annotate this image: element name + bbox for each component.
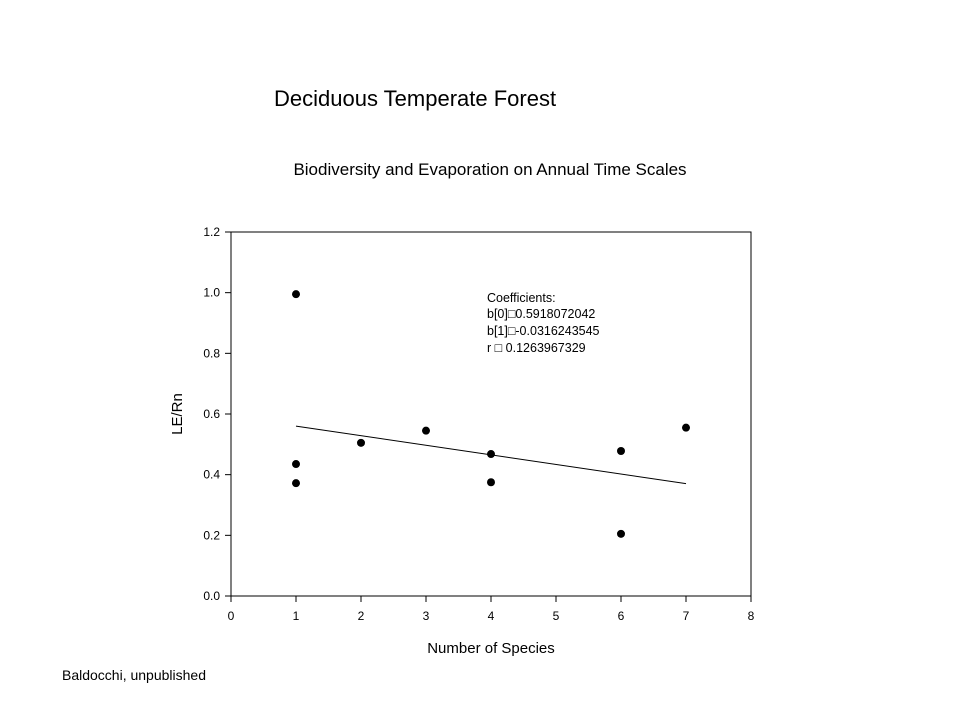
x-tick-label: 8 [748, 609, 755, 623]
coefficients-title: Coefficients: [487, 291, 556, 305]
x-tick-label: 6 [618, 609, 625, 623]
data-point [357, 438, 365, 447]
x-axis-label: Number of Species [427, 640, 555, 657]
y-tick-label: 0.2 [203, 528, 220, 542]
x-tick-label: 0 [228, 609, 235, 623]
data-point [682, 423, 690, 432]
y-tick-label: 0.6 [203, 407, 220, 421]
x-tick-label: 7 [683, 609, 690, 623]
slide-title: Deciduous Temperate Forest [274, 86, 557, 111]
y-tick-label: 0.8 [203, 346, 220, 360]
data-point [487, 450, 495, 459]
y-tick-label: 0.0 [203, 589, 220, 603]
y-tick-label: 1.0 [203, 286, 220, 300]
coefficient-r: r □ 0.1263967329 [487, 341, 586, 355]
x-axis-ticks: 0 1 2 3 4 5 6 7 8 [228, 596, 755, 623]
y-tick-label: 1.2 [203, 225, 220, 239]
y-tick-label: 0.4 [203, 468, 220, 482]
data-point [487, 478, 495, 487]
data-point [292, 479, 300, 488]
coefficient-b0: b[0]□0.5918072042 [487, 307, 595, 321]
y-axis-label: LE/Rn [169, 393, 186, 435]
x-tick-label: 5 [553, 609, 560, 623]
data-point [422, 426, 430, 435]
coefficient-b1: b[1]□-0.0316243545 [487, 324, 600, 338]
plot-frame [230, 231, 752, 597]
x-tick-label: 1 [293, 609, 300, 623]
data-point [292, 460, 300, 469]
data-point [292, 290, 300, 299]
data-points [292, 290, 690, 538]
data-point [617, 529, 625, 538]
y-axis-ticks: 0.0 0.2 0.4 0.6 0.8 1.0 1.2 [203, 225, 231, 603]
x-tick-label: 3 [423, 609, 430, 623]
x-tick-label: 4 [488, 609, 495, 623]
chart-title: Biodiversity and Evaporation on Annual T… [293, 160, 686, 179]
credit-note: Baldocchi, unpublished [62, 667, 206, 683]
data-point [617, 447, 625, 456]
x-tick-label: 2 [358, 609, 365, 623]
